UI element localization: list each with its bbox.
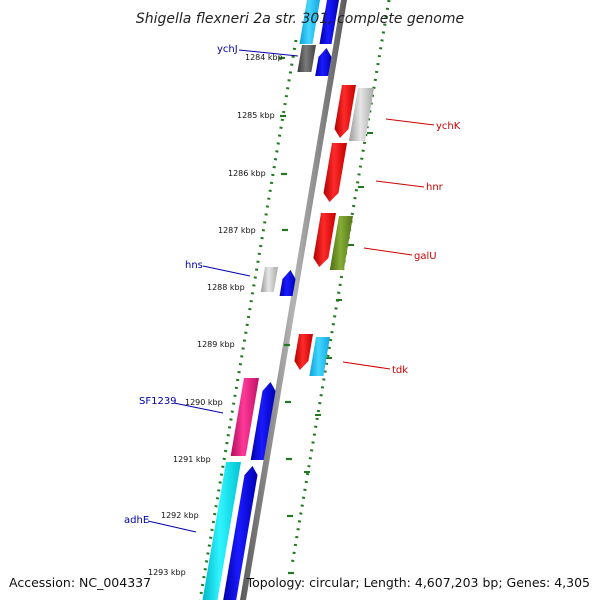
gene-label-tdk[interactable]: tdk (392, 365, 408, 376)
gene-hnr-arrow[interactable] (323, 143, 348, 202)
label-leaders (147, 49, 435, 533)
tick-label: 1293 kbp (148, 568, 186, 577)
gene-label-galU[interactable]: galU (414, 251, 437, 262)
tick-label: 1292 kbp (161, 511, 199, 520)
tick-label: 1288 kbp (207, 283, 245, 292)
genome-summary-text: Topology: circular; Length: 4,607,203 bp… (246, 575, 590, 590)
gene-labels[interactable]: ychJ ychK hnr galU hns tdk SF1239 adhE (124, 44, 461, 526)
gene-ychK-arrow[interactable] (349, 88, 374, 141)
frame-line-left (198, 39, 298, 600)
frame-line-right (290, 0, 391, 566)
gene-lightblue-top-arrow[interactable] (299, 0, 321, 44)
gene-adhE-neighbour-arrow[interactable] (223, 466, 258, 600)
gene-label-hns[interactable]: hns (185, 260, 203, 271)
tick-label: 1290 kbp (185, 398, 223, 407)
gene-ychJ-neighbour-arrow[interactable] (315, 48, 332, 76)
tick-label: 1291 kbp (173, 455, 211, 464)
gene-tdk-partner-arrow[interactable] (294, 334, 313, 370)
tick-label: 1289 kbp (197, 340, 235, 349)
gene-adhE-arrow[interactable] (202, 462, 242, 600)
gene-label-ychK[interactable]: ychK (436, 121, 461, 132)
genome-title: Shigella flexneri 2a str. 301, complete … (136, 11, 464, 27)
gene-features (202, 0, 374, 600)
tick-label: 1284 kbp (245, 53, 283, 62)
accession-text: Accession: NC_004337 (9, 575, 151, 590)
gene-SF1239-neighbour-arrow[interactable] (250, 382, 276, 460)
gene-label-SF1239[interactable]: SF1239 (139, 396, 177, 407)
gene-ychK-partner-arrow[interactable] (334, 85, 357, 138)
genome-backbone (240, 0, 347, 600)
gene-galU-partner-arrow[interactable] (313, 213, 336, 267)
tick-label: 1287 kbp (218, 226, 256, 235)
gene-label-hnr[interactable]: hnr (426, 182, 444, 193)
gene-ychJ-arrow[interactable] (297, 45, 316, 72)
gene-galU-arrow[interactable] (329, 216, 353, 270)
tick-label: 1285 kbp (237, 111, 275, 120)
gene-blue-top-arrow[interactable] (319, 0, 340, 44)
tick-label: 1286 kbp (228, 169, 266, 178)
gene-label-ychJ[interactable]: ychJ (217, 44, 238, 55)
gene-hns-arrow[interactable] (279, 270, 296, 296)
gene-label-adhE[interactable]: adhE (124, 515, 149, 526)
gene-SF1239-arrow[interactable] (230, 378, 259, 456)
tick-labels: 1284 kbp 1285 kbp 1286 kbp 1287 kbp 1288… (148, 53, 283, 577)
gene-hns-neighbour-arrow[interactable] (260, 267, 278, 292)
gene-tdk-arrow[interactable] (309, 337, 330, 376)
